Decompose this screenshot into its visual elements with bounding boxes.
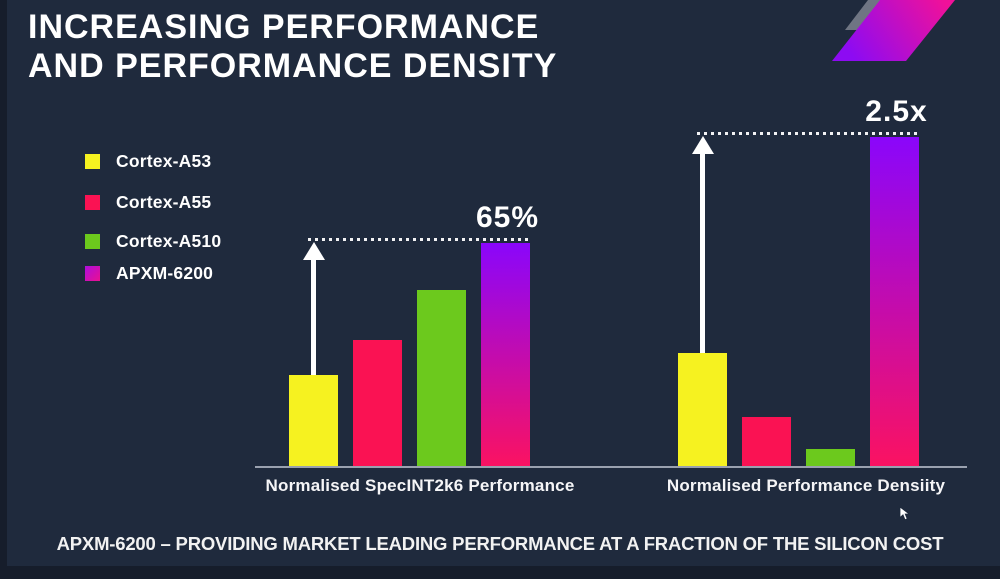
uplift-arrow-group1 — [302, 242, 325, 375]
legend-label: Cortex-A55 — [116, 192, 212, 212]
title-line-1: INCREASING PERFORMANCE — [28, 8, 540, 46]
legend-item-cortex-a55: Cortex-A55 — [85, 192, 211, 213]
bar-cortex-a53-group2 — [678, 353, 727, 467]
arrow-head-icon — [691, 136, 714, 154]
legend-label: Cortex-A53 — [116, 151, 212, 171]
bottom-edge-strip — [0, 566, 1000, 579]
footer-tagline: APXM-6200 – PROVIDING MARKET LEADING PER… — [56, 533, 944, 554]
mouse-cursor-icon — [899, 506, 911, 521]
dotted-reference-line-group2 — [696, 132, 919, 135]
page-title: INCREASING PERFORMANCE AND PERFORMANCE D… — [28, 8, 557, 86]
logo-parallelogram-gradient — [832, 0, 955, 61]
left-edge-strip — [0, 0, 7, 579]
title-line-2: AND PERFORMANCE DENSITY — [28, 47, 558, 85]
legend-label: APXM-6200 — [116, 263, 214, 283]
legend-swatch — [85, 154, 100, 169]
axis-label-group2: Normalised Performance Densiity — [666, 476, 946, 495]
brand-logo — [830, 0, 1000, 70]
arrow-shaft — [700, 153, 705, 353]
bar-cortex-a55-group2 — [742, 417, 791, 467]
bar-apxm-6200-group1 — [481, 243, 530, 467]
legend-swatch — [85, 234, 100, 249]
legend-item-cortex-a53: Cortex-A53 — [85, 151, 211, 172]
bar-apxm-6200-group2 — [870, 137, 919, 467]
dotted-reference-line-group1 — [307, 238, 530, 241]
annotation-65: 65% — [475, 201, 540, 234]
legend-item-cortex-a510: Cortex-A510 — [85, 231, 221, 252]
annotation-25x: 2.5x — [865, 95, 928, 128]
arrow-head-icon — [302, 242, 325, 260]
legend-swatch — [85, 266, 100, 281]
x-axis-line — [255, 466, 967, 468]
uplift-arrow-group2 — [691, 136, 714, 353]
bar-cortex-a55-group1 — [353, 340, 402, 467]
bar-cortex-a510-group1 — [417, 290, 466, 467]
legend-item-apxm-6200: APXM-6200 — [85, 263, 213, 284]
bar-cortex-a53-group1 — [289, 375, 338, 467]
legend-swatch — [85, 195, 100, 210]
arrow-shaft — [311, 259, 316, 375]
axis-label-group1: Normalised SpecINT2k6 Performance — [265, 476, 575, 495]
bar-cortex-a510-group2 — [806, 449, 855, 467]
legend-label: Cortex-A510 — [116, 231, 222, 251]
